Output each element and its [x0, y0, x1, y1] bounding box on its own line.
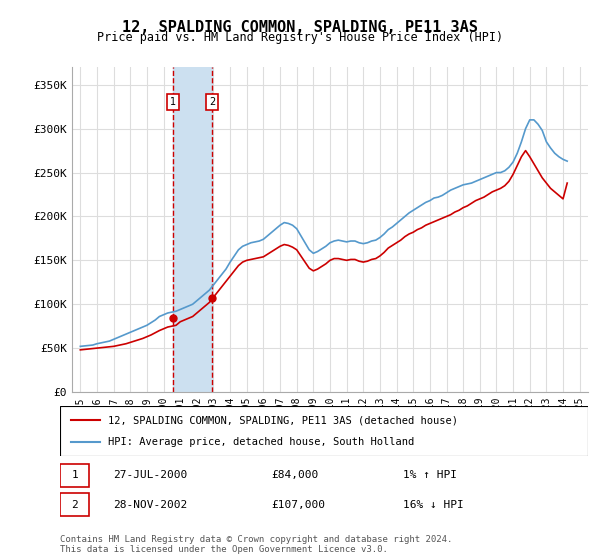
Text: 1: 1: [71, 470, 78, 480]
Text: 1% ↑ HPI: 1% ↑ HPI: [403, 470, 457, 480]
Text: 16% ↓ HPI: 16% ↓ HPI: [403, 500, 464, 510]
Text: 12, SPALDING COMMON, SPALDING, PE11 3AS: 12, SPALDING COMMON, SPALDING, PE11 3AS: [122, 20, 478, 35]
Text: Contains HM Land Registry data © Crown copyright and database right 2024.
This d: Contains HM Land Registry data © Crown c…: [60, 535, 452, 554]
Text: £107,000: £107,000: [271, 500, 325, 510]
Text: 2: 2: [209, 97, 215, 108]
Text: Price paid vs. HM Land Registry's House Price Index (HPI): Price paid vs. HM Land Registry's House …: [97, 31, 503, 44]
FancyBboxPatch shape: [60, 464, 89, 487]
Text: 12, SPALDING COMMON, SPALDING, PE11 3AS (detached house): 12, SPALDING COMMON, SPALDING, PE11 3AS …: [107, 415, 458, 425]
Text: 1: 1: [170, 97, 176, 108]
Text: 28-NOV-2002: 28-NOV-2002: [113, 500, 187, 510]
Bar: [173, 67, 212, 392]
Text: 27-JUL-2000: 27-JUL-2000: [113, 470, 187, 480]
FancyBboxPatch shape: [60, 406, 588, 456]
Text: £84,000: £84,000: [271, 470, 319, 480]
Text: HPI: Average price, detached house, South Holland: HPI: Average price, detached house, Sout…: [107, 437, 414, 447]
Text: 2: 2: [71, 500, 78, 510]
FancyBboxPatch shape: [60, 493, 89, 516]
